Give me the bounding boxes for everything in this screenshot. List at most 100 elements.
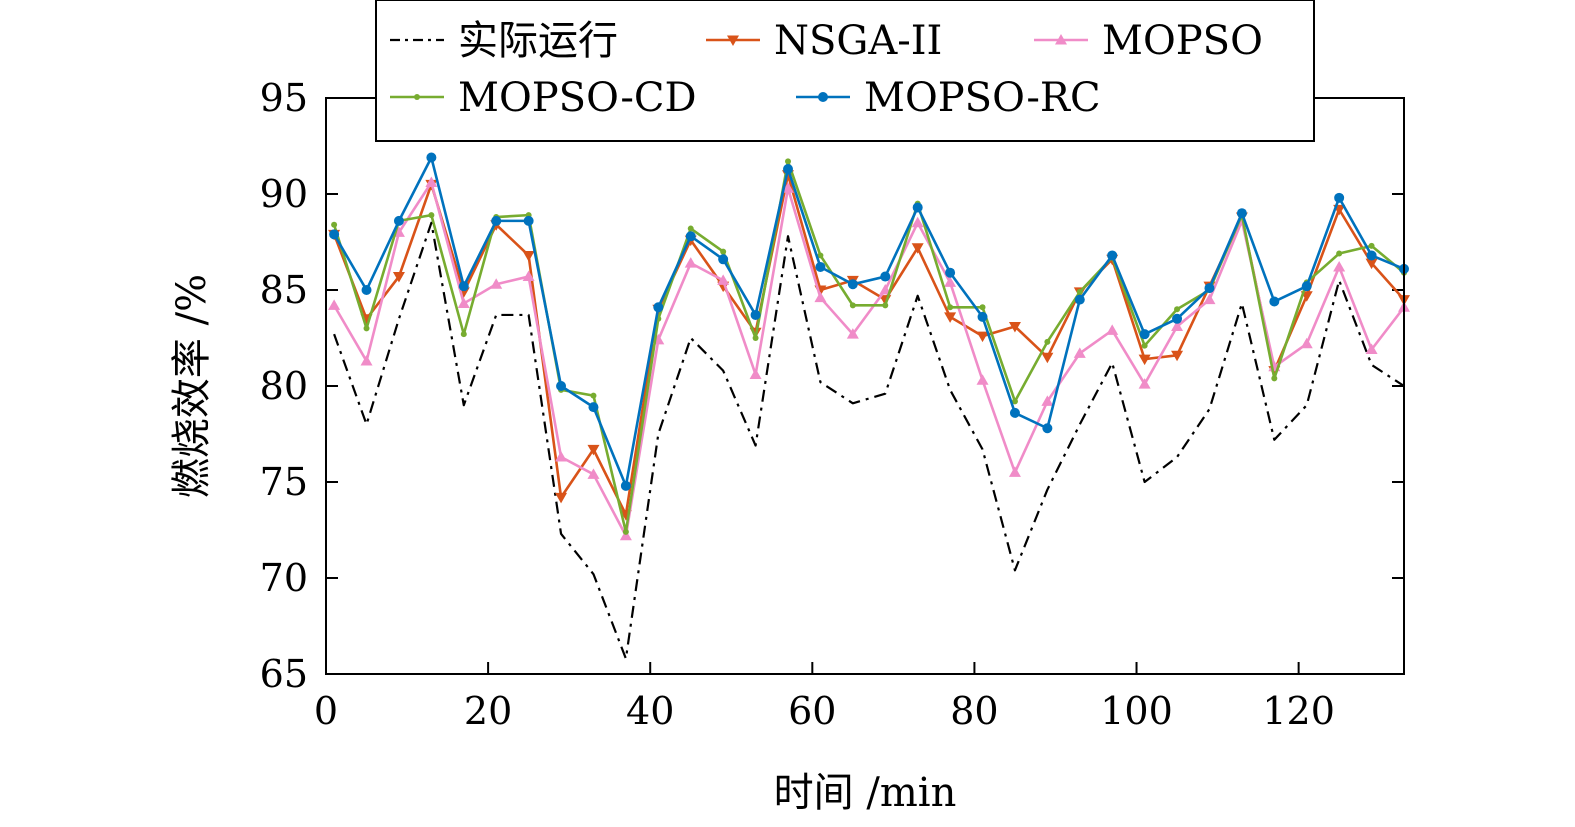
data-point: [1300, 337, 1313, 349]
x-tick-label: 100: [1100, 689, 1173, 733]
legend-label: MOPSO-RC: [864, 75, 1101, 121]
data-point: [1106, 324, 1119, 335]
x-tick-label: 60: [788, 689, 836, 733]
y-tick-label: 90: [260, 172, 308, 216]
data-point: [1138, 378, 1151, 389]
data-point: [1236, 208, 1247, 219]
data-point: [490, 278, 503, 289]
data-point: [880, 271, 891, 282]
data-point: [814, 291, 827, 303]
data-point: [977, 311, 988, 322]
data-point: [1174, 306, 1181, 313]
y-tick-label: 95: [260, 76, 308, 120]
data-point: [393, 215, 404, 226]
data-point: [1011, 398, 1018, 405]
data-point: [687, 225, 694, 232]
data-point: [587, 444, 600, 456]
data-point: [847, 279, 858, 290]
data-point: [590, 392, 597, 399]
y-axis-title: 燃烧效率 /%: [169, 274, 215, 498]
legend-swatch-marker: [414, 94, 420, 100]
series-1: [328, 170, 1410, 521]
series-4: [329, 152, 1409, 491]
series-line: [333, 221, 1405, 660]
data-point: [653, 302, 664, 313]
data-point: [944, 312, 957, 323]
data-point: [458, 281, 469, 292]
data-point: [1365, 343, 1378, 355]
data-point: [1334, 192, 1345, 203]
data-point: [556, 381, 567, 391]
data-point: [846, 328, 859, 339]
data-point: [1333, 260, 1346, 272]
series-layer: [328, 152, 1410, 660]
legend-swatch-marker: [818, 92, 828, 102]
x-tick-label: 20: [464, 689, 512, 733]
legend-label: NSGA-II: [774, 18, 942, 64]
plot-frame: [325, 97, 1405, 675]
data-point: [1204, 283, 1215, 294]
legend: 实际运行 NSGA-II MOPSO MOPSO-CD MOPSO-RC: [375, 0, 1315, 142]
data-point: [331, 221, 338, 228]
y-tick-label: 70: [260, 556, 308, 600]
data-point: [720, 248, 727, 255]
data-point: [361, 285, 372, 295]
data-point: [1336, 250, 1343, 257]
data-point: [457, 297, 470, 308]
legend-label: 实际运行: [458, 18, 618, 64]
series-line: [332, 181, 1406, 538]
data-point: [945, 267, 956, 278]
data-point: [750, 309, 761, 320]
data-point: [426, 152, 437, 163]
data-point: [1171, 320, 1184, 331]
series-2: [328, 176, 1410, 541]
data-point: [1368, 242, 1375, 249]
data-point: [428, 212, 435, 219]
data-point: [1042, 423, 1053, 434]
tick-marks: [325, 97, 1404, 675]
legend-label: MOPSO: [1102, 18, 1263, 64]
y-tick-label: 85: [260, 268, 308, 312]
legend-swatch-marker: [1055, 34, 1067, 45]
y-tick-label: 80: [260, 364, 308, 408]
data-point: [619, 529, 632, 541]
legend-entry: 实际运行: [390, 18, 618, 64]
data-point: [976, 374, 989, 385]
data-point: [1138, 354, 1151, 366]
data-point: [1076, 288, 1083, 295]
data-point: [1271, 375, 1278, 382]
data-point: [363, 325, 370, 332]
data-point: [491, 215, 502, 226]
data-point: [785, 158, 791, 165]
data-point: [944, 276, 957, 287]
x-tick-label: 0: [314, 689, 338, 733]
data-point: [1073, 347, 1086, 358]
data-point: [1203, 293, 1216, 305]
x-tick-label: 40: [626, 689, 674, 733]
data-point: [1074, 294, 1085, 305]
legend-swatch-marker: [727, 35, 739, 46]
data-point: [1301, 281, 1312, 292]
series-line: [332, 156, 1405, 488]
tick-labels: 0 20 40 60 80 100 120 65 70 75 80 85 90 95: [260, 76, 1335, 733]
legend-entries: 实际运行 NSGA-II MOPSO MOPSO-CD MOPSO-RC: [390, 18, 1263, 121]
data-point: [522, 270, 535, 282]
data-point: [947, 304, 954, 311]
data-point: [522, 250, 535, 262]
data-point: [1107, 250, 1118, 261]
data-point: [1141, 342, 1148, 349]
data-point: [329, 229, 340, 240]
data-point: [555, 451, 568, 462]
x-tick-label: 120: [1262, 689, 1335, 733]
data-point: [587, 468, 600, 479]
data-point: [588, 402, 599, 413]
data-point: [360, 355, 373, 366]
data-point: [1041, 395, 1054, 406]
data-point: [460, 331, 467, 338]
data-point: [976, 331, 989, 343]
data-point: [749, 368, 762, 379]
data-point: [685, 231, 696, 242]
data-point: [620, 480, 631, 491]
data-point: [1366, 250, 1377, 261]
